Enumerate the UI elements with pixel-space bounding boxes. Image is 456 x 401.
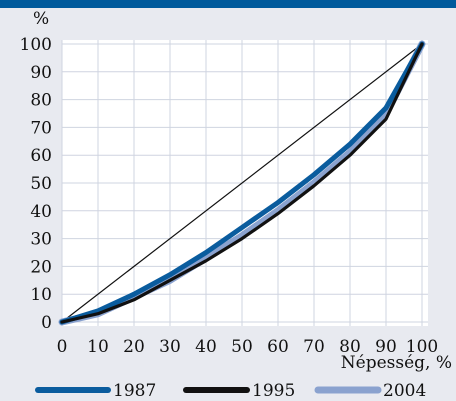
x-tick-label: 90 — [375, 337, 397, 357]
series-lines — [58, 40, 426, 326]
equality-line-group — [61, 43, 423, 323]
x-tick-label: 0 — [57, 337, 68, 357]
legend-label-1987: 1987 — [113, 381, 156, 401]
x-tick-label: 20 — [123, 337, 145, 357]
x-tick-label: 40 — [195, 337, 217, 357]
x-tick-label: 50 — [231, 337, 253, 357]
x-tick-labels: 0 10 20 30 40 50 60 70 80 90 100 — [57, 337, 439, 357]
y-tick-label: 60 — [30, 146, 52, 166]
y-tick-label: 30 — [30, 230, 52, 250]
series-line-1987 — [59, 41, 425, 325]
y-tick-label: 20 — [30, 257, 52, 277]
y-axis-label: % — [33, 9, 49, 29]
y-tick-label: 40 — [30, 202, 52, 222]
legend-label-2004: 2004 — [383, 381, 426, 401]
x-tick-label: 100 — [406, 337, 438, 357]
y-tick-label: 90 — [30, 63, 52, 83]
legend: 1987 1995 2004 — [35, 381, 426, 401]
y-tick-label: 50 — [30, 174, 52, 194]
y-tick-label: 70 — [30, 118, 52, 138]
y-tick-label: 10 — [30, 285, 52, 305]
legend-label-1995: 1995 — [252, 381, 295, 401]
x-tick-label: 30 — [159, 337, 181, 357]
equality-line — [61, 43, 423, 323]
series-line-2004 — [58, 40, 426, 326]
y-tick-labels: 0 10 20 30 40 50 60 70 80 90 100 — [20, 35, 52, 333]
y-tick-label: 80 — [30, 91, 52, 111]
x-tick-label: 60 — [267, 337, 289, 357]
x-tick-label: 70 — [303, 337, 325, 357]
y-tick-label: 0 — [41, 313, 52, 333]
y-tick-label: 100 — [20, 35, 52, 55]
series-line-1995 — [60, 42, 424, 324]
header-bar — [0, 0, 456, 8]
x-axis-label: Népesség, % — [341, 353, 452, 373]
x-tick-label: 80 — [339, 337, 361, 357]
x-tick-label: 10 — [87, 337, 109, 357]
grid-lines — [61, 40, 428, 326]
